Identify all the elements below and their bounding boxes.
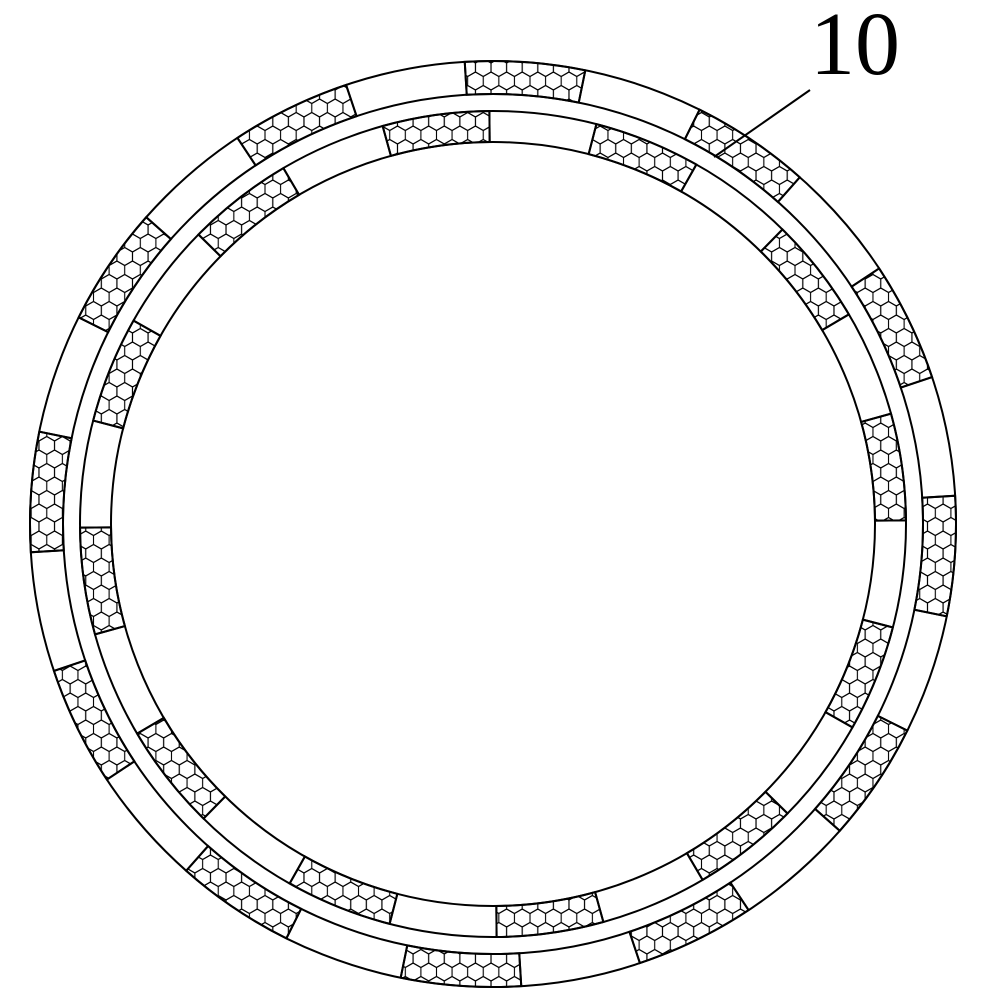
callout-label-10: 10 <box>810 0 900 90</box>
ring-diagram <box>0 0 1000 998</box>
diagram-canvas: 10 <box>0 0 1000 998</box>
